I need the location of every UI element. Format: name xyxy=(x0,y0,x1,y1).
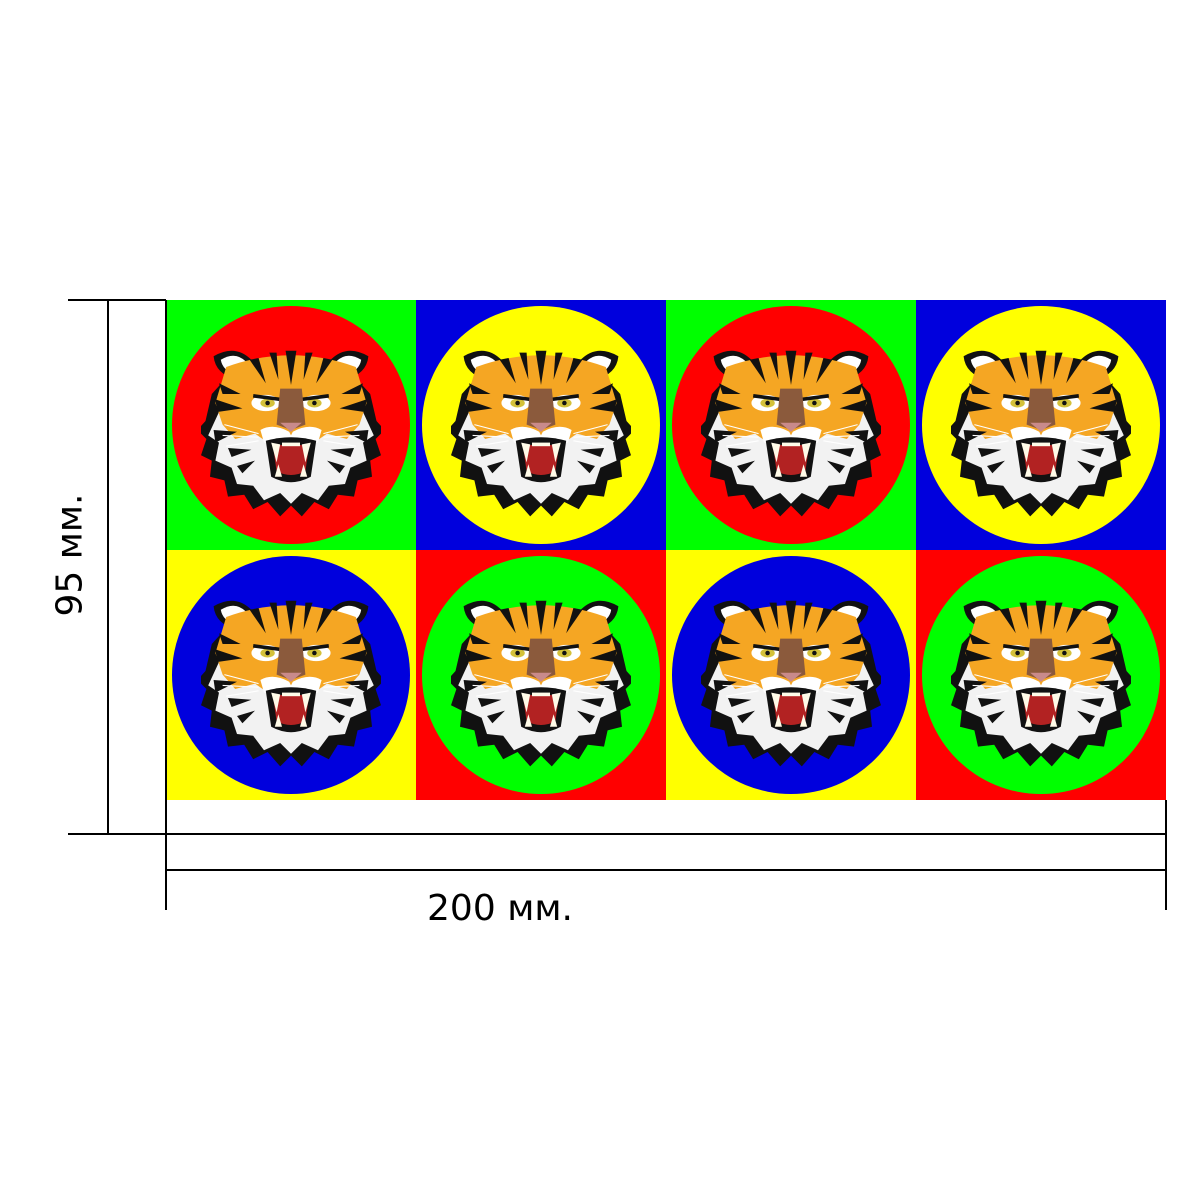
sticker-tile xyxy=(416,300,666,550)
sticker-grid xyxy=(166,300,1166,800)
sticker-tile xyxy=(166,300,416,550)
width-dimension-label: 200 мм. xyxy=(427,888,573,929)
sticker-tile xyxy=(166,550,416,800)
sticker-tile xyxy=(916,550,1166,800)
dimension-lines xyxy=(68,299,1167,910)
sticker-tile xyxy=(416,550,666,800)
sticker-tile xyxy=(916,300,1166,550)
height-dimension-label: 95 мм. xyxy=(49,493,91,617)
sticker-tile xyxy=(666,300,916,550)
sticker-tile xyxy=(666,550,916,800)
